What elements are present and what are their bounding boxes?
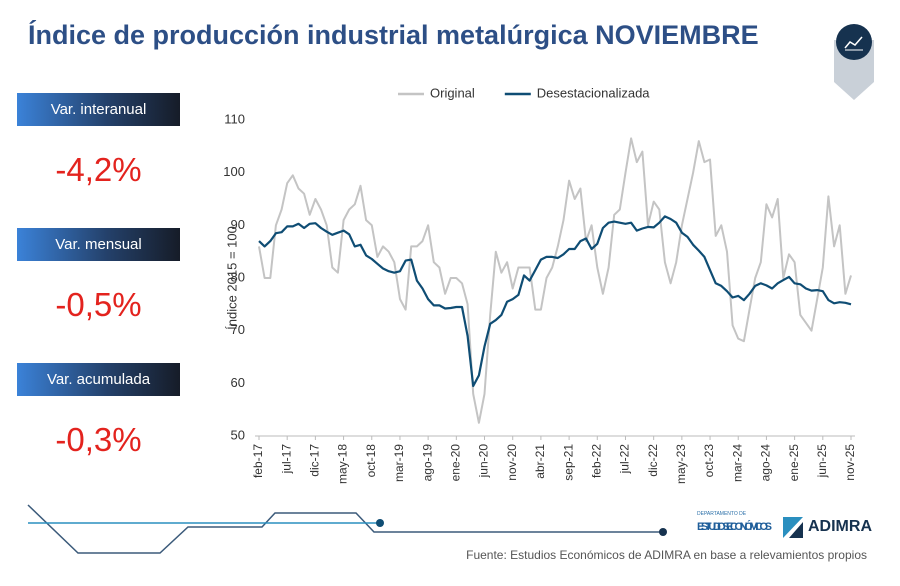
kpi-value: -0,3% xyxy=(55,421,142,458)
y-axis-label: Índice 2015 = 100 xyxy=(224,226,239,330)
x-tick-label: ene-25 xyxy=(787,444,801,482)
x-tick-label: ago-24 xyxy=(759,444,773,482)
dept-small: DEPARTAMENTO DE xyxy=(697,511,747,517)
x-tick-label: dic-22 xyxy=(646,444,660,477)
x-tick-label: jul-22 xyxy=(618,444,632,475)
series-line xyxy=(258,215,852,388)
x-tick-label: nov-20 xyxy=(505,444,519,481)
icon xyxy=(834,24,874,100)
x-tick-label: dic-17 xyxy=(308,444,322,477)
kpi-value: -4,2% xyxy=(55,151,142,188)
kpi-label: Var. acumulada xyxy=(17,363,180,396)
y-tick-label: 50 xyxy=(231,427,245,442)
x-tick-label: feb-22 xyxy=(589,444,603,478)
legend-label: Desestacionalizada xyxy=(537,85,651,100)
x-tick-label: jul-17 xyxy=(279,444,293,475)
source: Fuente: Estudios Económicos de ADIMRA en… xyxy=(466,548,867,562)
y-tick-label: 60 xyxy=(231,375,245,390)
dept: ESTUDIOS ECONÓMICOS xyxy=(697,520,772,533)
x-tick-label: sep-21 xyxy=(561,444,575,481)
x-tick-label: ene-20 xyxy=(449,444,463,482)
org: ADIMRA xyxy=(808,518,872,535)
x-tick-label: may-23 xyxy=(674,444,688,484)
kpi-label: Var. mensual xyxy=(17,228,180,261)
x-tick-label: nov-25 xyxy=(843,444,857,481)
x-tick-label: feb-17 xyxy=(251,444,265,478)
x-tick-label: mar-24 xyxy=(730,444,744,482)
x-tick-label: oct-18 xyxy=(364,444,378,478)
x-tick-label: ago-19 xyxy=(420,444,434,482)
y-tick-label: 90 xyxy=(231,217,245,232)
y-tick-label: 110 xyxy=(224,111,245,126)
x-tick-label: abr-21 xyxy=(533,444,547,479)
y-tick-label: 80 xyxy=(231,269,245,284)
x-tick-label: may-18 xyxy=(336,444,350,484)
kpi-value: -0,5% xyxy=(55,286,142,323)
y-tick-label: 100 xyxy=(223,164,245,179)
y-tick-label: 70 xyxy=(231,322,245,337)
decoration xyxy=(27,504,803,554)
x-tick-label: jun-25 xyxy=(815,444,829,479)
x-tick-label: mar-19 xyxy=(392,444,406,482)
kpi-label: Var. interanual xyxy=(17,93,180,126)
chart-title: Índice de producción industrial metalúrg… xyxy=(28,19,759,50)
legend-label: Original xyxy=(430,85,475,100)
x-tick-label: jun-20 xyxy=(477,444,491,479)
series-line xyxy=(258,137,852,424)
x-tick-label: oct-23 xyxy=(702,444,716,478)
